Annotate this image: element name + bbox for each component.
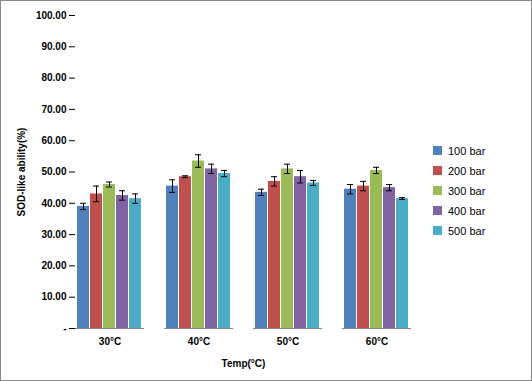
svg-text:40°C: 40°C [188,336,210,347]
svg-text:-: - [63,323,66,334]
svg-text:100.00: 100.00 [36,10,67,21]
html-text:500 bar: 500 bar [448,224,486,237]
svg-text:50°C: 50°C [277,336,299,347]
svg-text:50.00: 50.00 [41,166,66,177]
svg-text:Temp(°C): Temp(°C) [222,358,266,369]
svg-text:90.00: 90.00 [41,41,66,52]
svg-text:10.00: 10.00 [41,291,66,302]
svg-text:60°C: 60°C [366,336,388,347]
html-text:400 bar: 400 bar [448,204,486,217]
svg-text:70.00: 70.00 [41,104,66,115]
html-text:300 bar: 300 bar [448,184,486,197]
svg-text:30.00: 30.00 [41,229,66,240]
svg-text:20.00: 20.00 [41,260,66,271]
html-text:200 bar: 200 bar [448,164,486,177]
svg-text:60.00: 60.00 [41,135,66,146]
svg-text:80.00: 80.00 [41,72,66,83]
svg-text:SOD-like ability(%): SOD-like ability(%) [16,128,27,217]
html-text:100 bar: 100 bar [448,144,486,157]
svg-text:40.00: 40.00 [41,198,66,209]
svg-text:30°C: 30°C [99,336,121,347]
